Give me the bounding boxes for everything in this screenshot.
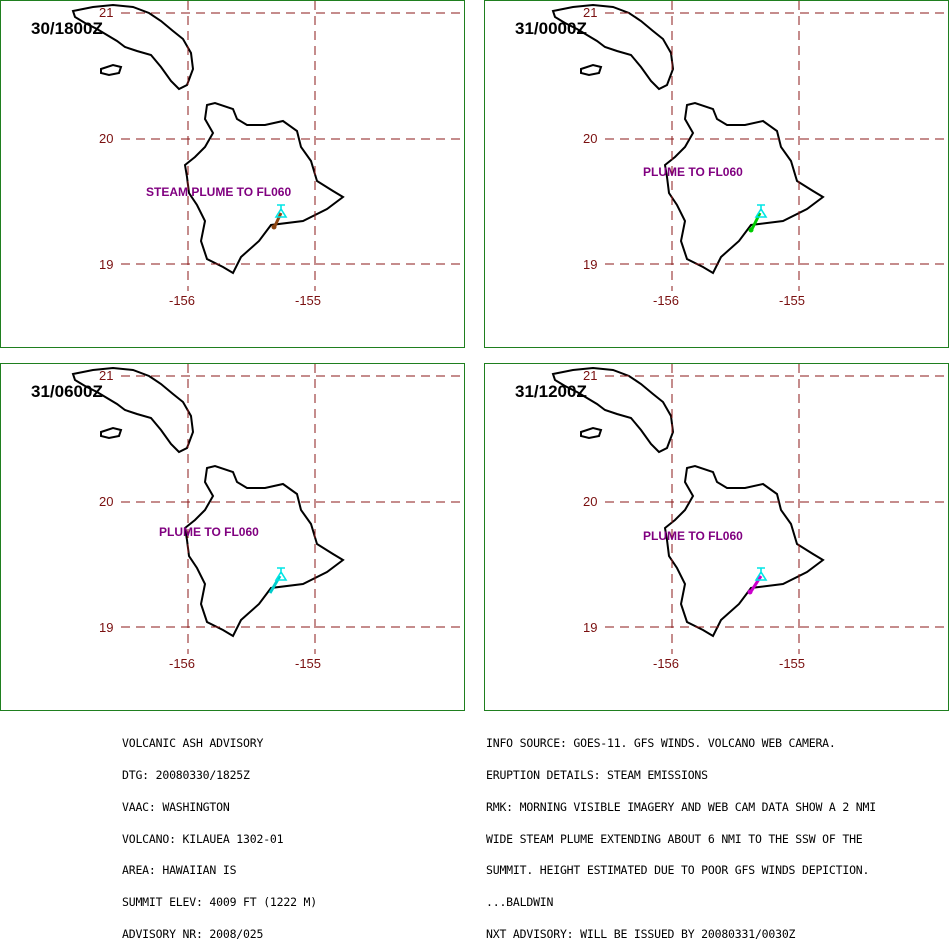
- lat-label-21: 21: [583, 5, 597, 20]
- advisory-remarks-3: SUMMIT. HEIGHT ESTIMATED DUE TO POOR GFS…: [486, 863, 870, 878]
- lat-label-21: 21: [99, 368, 113, 383]
- coast-kahoolawe: [100, 63, 123, 77]
- lat-label-19: 19: [99, 257, 113, 272]
- map-panel-3: 21 20 19 -156 -155 PLUME TO FL060 31/0600Z: [0, 363, 465, 711]
- advisory-info-source: INFO SOURCE: GOES-11. GFS WINDS. VOLCANO…: [486, 736, 836, 751]
- plume-annotation: PLUME TO FL060: [643, 529, 743, 543]
- map-canvas: 21 20 19 -156 -155 PLUME TO FL060: [71, 364, 464, 671]
- coast-kahoolawe: [100, 426, 123, 440]
- lat-label-19: 19: [583, 620, 597, 635]
- map-canvas: 21 20 19 -156 -155 STEAM PLUME TO FL060: [71, 1, 464, 308]
- coast-kahoolawe: [580, 63, 603, 77]
- summit-marker-icon: [274, 567, 288, 581]
- lat-label-20: 20: [99, 494, 113, 509]
- plume-tip: [748, 227, 754, 233]
- panel-time: 31/0000Z: [515, 19, 587, 38]
- advisory-next: NXT ADVISORY: WILL BE ISSUED BY 20080331…: [486, 926, 796, 941]
- advisory-remarks-1: RMK: MORNING VISIBLE IMAGERY AND WEB CAM…: [486, 799, 876, 814]
- lon-label-155: -155: [779, 293, 805, 308]
- plume-annotation: STEAM PLUME TO FL060: [146, 185, 291, 199]
- advisory-forecaster: ...BALDWIN: [486, 895, 554, 910]
- map-canvas: 21 20 19 -156 -155 PLUME TO FL060: [551, 364, 948, 671]
- panel-time: 30/1800Z: [31, 19, 103, 38]
- advisory-title: VOLCANIC ASH ADVISORY: [122, 736, 264, 751]
- coast-big-island: [663, 101, 825, 275]
- coast-kahoolawe: [580, 426, 603, 440]
- lon-label-155: -155: [295, 656, 321, 671]
- coast-big-island: [183, 101, 345, 275]
- coast-big-island: [663, 464, 825, 638]
- plume-annotation: PLUME TO FL060: [643, 165, 743, 179]
- lat-label-21: 21: [99, 5, 113, 20]
- panel-time: 31/1200Z: [515, 382, 587, 401]
- coast-maui: [551, 3, 675, 91]
- coast-big-island: [183, 464, 345, 638]
- lon-label-155: -155: [779, 656, 805, 671]
- advisory-volcano: VOLCANO: KILAUEA 1302-01: [122, 831, 284, 846]
- lat-label-20: 20: [99, 131, 113, 146]
- lat-label-20: 20: [583, 494, 597, 509]
- advisory-details: INFO SOURCE: GOES-11. GFS WINDS. VOLCANO…: [486, 717, 876, 950]
- map-panel-1: 21 20 19 -156 -155 STEAM PLUME TO FL060 30/18…: [0, 0, 465, 348]
- lon-label-156: -156: [653, 656, 679, 671]
- summit-marker-icon: [754, 567, 768, 581]
- lat-label-21: 21: [583, 368, 597, 383]
- lon-label-156: -156: [653, 293, 679, 308]
- lat-label-19: 19: [99, 620, 113, 635]
- advisory-vaac: VAAC: WASHINGTON: [122, 799, 230, 814]
- lon-label-156: -156: [169, 293, 195, 308]
- summit-marker-icon: [274, 204, 288, 218]
- map-panel-4: 21 20 19 -156 -155 PLUME TO FL060 31/1200Z: [484, 363, 949, 711]
- advisory-summit-elev: SUMMIT ELEV: 4009 FT (1222 M): [122, 895, 317, 910]
- map-canvas: 21 20 19 -156 -155 PLUME TO FL060: [551, 1, 948, 308]
- advisory-area: AREA: HAWAIIAN IS: [122, 863, 237, 878]
- plume-tip: [271, 224, 277, 230]
- advisory-dtg: DTG: 20080330/1825Z: [122, 767, 250, 782]
- advisory-remarks-2: WIDE STEAM PLUME EXTENDING ABOUT 6 NMI T…: [486, 831, 863, 846]
- advisory-eruption-details: ERUPTION DETAILS: STEAM EMISSIONS: [486, 767, 708, 782]
- plume-tip: [747, 589, 753, 595]
- plume-line: [748, 575, 763, 594]
- lon-label-156: -156: [169, 656, 195, 671]
- advisory-number: ADVISORY NR: 2008/025: [122, 926, 264, 941]
- plume-line: [268, 575, 282, 594]
- coast-maui: [71, 3, 195, 91]
- plume-annotation: PLUME TO FL060: [159, 525, 259, 539]
- lat-label-20: 20: [583, 131, 597, 146]
- advisory-header: VOLCANIC ASH ADVISORY DTG: 20080330/1825…: [122, 717, 317, 950]
- coast-maui: [551, 366, 675, 454]
- map-panel-2: 21 20 19 -156 -155 PLUME TO FL060 31/0000Z: [484, 0, 949, 348]
- lat-label-19: 19: [583, 257, 597, 272]
- coast-maui: [71, 366, 195, 454]
- panel-time: 31/0600Z: [31, 382, 103, 401]
- summit-marker-icon: [754, 204, 768, 218]
- lon-label-155: -155: [295, 293, 321, 308]
